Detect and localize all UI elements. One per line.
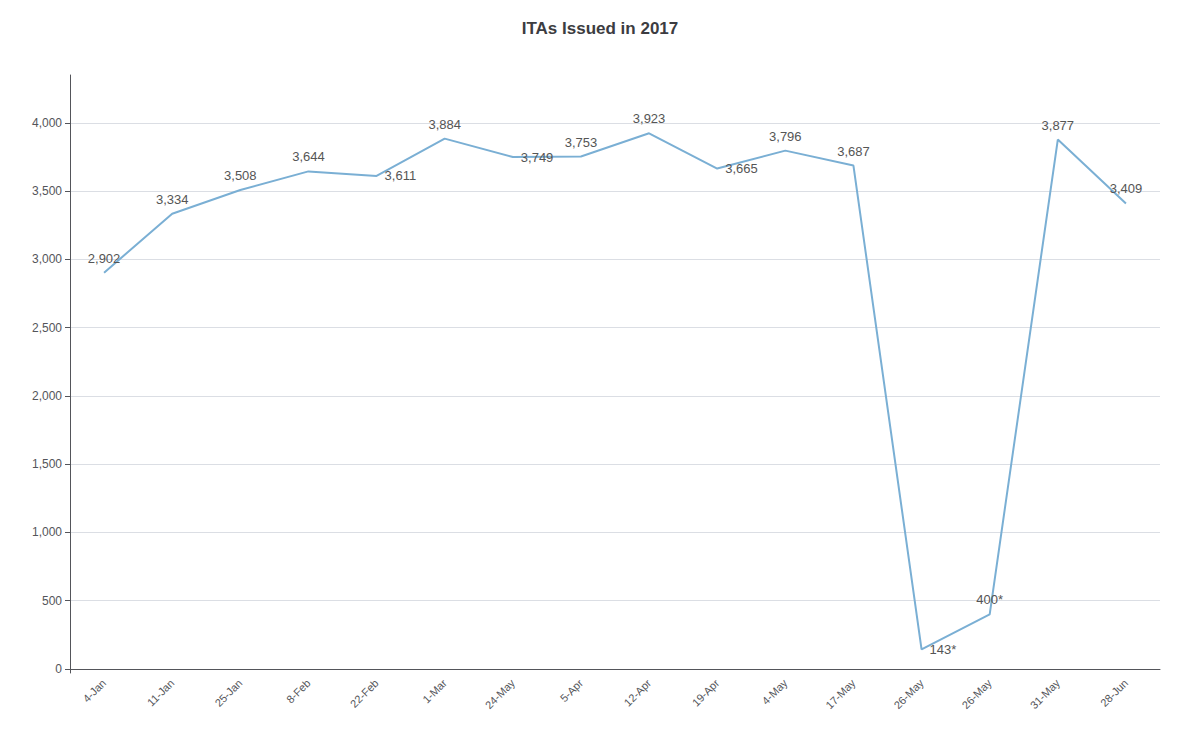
svg-text:ITAs Issued in 2017: ITAs Issued in 2017	[522, 19, 679, 38]
svg-text:11-Jan: 11-Jan	[145, 677, 177, 709]
svg-text:5-Apr: 5-Apr	[558, 677, 586, 705]
svg-text:26-May: 26-May	[891, 676, 926, 711]
svg-text:3,923: 3,923	[633, 111, 666, 126]
svg-text:2,000: 2,000	[32, 389, 62, 403]
svg-text:0: 0	[55, 662, 62, 676]
svg-text:2,500: 2,500	[32, 321, 62, 335]
svg-text:3,753: 3,753	[565, 135, 598, 150]
svg-text:4,000: 4,000	[32, 116, 62, 130]
svg-text:2,902: 2,902	[88, 251, 121, 266]
svg-text:3,508: 3,508	[224, 168, 257, 183]
svg-text:25-Jan: 25-Jan	[212, 677, 244, 709]
svg-text:3,409: 3,409	[1110, 181, 1143, 196]
svg-text:24-May: 24-May	[483, 676, 518, 711]
svg-text:8-Feb: 8-Feb	[284, 677, 313, 706]
svg-text:22-Feb: 22-Feb	[348, 677, 381, 710]
svg-text:3,665: 3,665	[725, 161, 758, 176]
svg-text:31-May: 31-May	[1028, 676, 1063, 711]
svg-text:500: 500	[42, 594, 62, 608]
svg-text:1-Mar: 1-Mar	[420, 677, 449, 706]
svg-text:4-May: 4-May	[759, 676, 789, 706]
svg-text:3,877: 3,877	[1042, 118, 1075, 133]
svg-text:3,644: 3,644	[292, 149, 325, 164]
svg-text:143*: 143*	[930, 642, 957, 657]
svg-text:1,500: 1,500	[32, 457, 62, 471]
svg-text:3,334: 3,334	[156, 192, 189, 207]
svg-text:3,749: 3,749	[521, 150, 554, 165]
svg-text:28-Jun: 28-Jun	[1098, 677, 1130, 709]
svg-text:3,687: 3,687	[837, 144, 870, 159]
svg-text:3,796: 3,796	[769, 129, 802, 144]
svg-text:3,611: 3,611	[385, 168, 417, 183]
svg-text:26-May: 26-May	[960, 676, 995, 711]
svg-text:3,884: 3,884	[428, 117, 461, 132]
svg-text:3,000: 3,000	[32, 252, 62, 266]
svg-text:3,500: 3,500	[32, 184, 62, 198]
svg-text:4-Jan: 4-Jan	[80, 677, 108, 705]
svg-text:1,000: 1,000	[32, 525, 62, 539]
svg-text:19-Apr: 19-Apr	[690, 677, 722, 709]
svg-text:17-May: 17-May	[823, 676, 858, 711]
svg-text:400*: 400*	[976, 592, 1003, 607]
svg-text:12-Apr: 12-Apr	[621, 677, 653, 709]
